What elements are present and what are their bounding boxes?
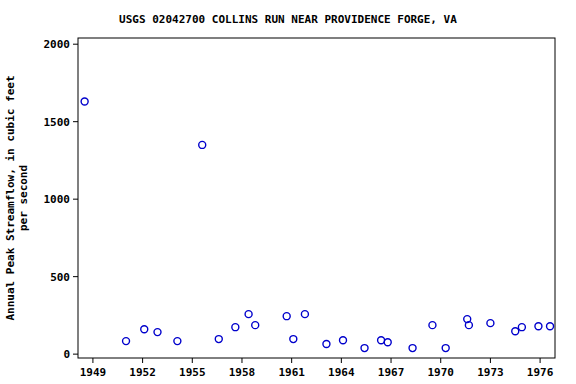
x-tick [391, 358, 392, 363]
x-tick-label: 1961 [278, 366, 305, 379]
x-tick [241, 358, 242, 363]
data-point [199, 141, 206, 148]
y-label: Annual Peak Streamflow, in cubic feetper… [4, 75, 30, 320]
x-tick-label: 1967 [378, 366, 405, 379]
data-point [361, 345, 368, 352]
data-point [429, 322, 436, 329]
data-point [283, 313, 290, 320]
points [81, 98, 553, 352]
plot-frame [78, 38, 555, 358]
data-point [81, 98, 88, 105]
data-point [465, 322, 472, 329]
data-point [535, 323, 542, 330]
data-point [174, 338, 181, 345]
x-tick [490, 358, 491, 363]
data-point [301, 311, 308, 318]
data-point [384, 339, 391, 346]
x-tick-label: 1952 [129, 366, 156, 379]
y-tick-label: 2000 [44, 38, 71, 51]
data-point [547, 323, 554, 330]
data-point [154, 329, 161, 336]
x-tick-label: 1949 [80, 366, 107, 379]
y-tick-label: 500 [50, 271, 70, 284]
y-tick [73, 276, 78, 277]
x-tick-label: 1973 [477, 366, 504, 379]
data-point [141, 326, 148, 333]
data-point [290, 336, 297, 343]
x-tick [92, 358, 93, 363]
x-tick [142, 358, 143, 363]
data-point [512, 328, 519, 335]
data-point [409, 345, 416, 352]
x-tick-label: 1976 [527, 366, 554, 379]
x-tick [540, 358, 541, 363]
y-tick-label: 1500 [44, 116, 71, 129]
data-point [518, 324, 525, 331]
x-tick-label: 1970 [427, 366, 454, 379]
x-tick-label: 1964 [328, 366, 355, 379]
y-tick [73, 199, 78, 200]
data-point [252, 322, 259, 329]
data-point [323, 341, 330, 348]
data-point [487, 320, 494, 327]
data-point [245, 311, 252, 318]
title: USGS 02042700 COLLINS RUN NEAR PROVIDENC… [119, 13, 457, 26]
x-tick [440, 358, 441, 363]
data-point [232, 324, 239, 331]
data-point [442, 345, 449, 352]
y-tick-label: 1000 [44, 193, 71, 206]
x-tick [341, 358, 342, 363]
data-point [215, 336, 222, 343]
x-tick [291, 358, 292, 363]
y-tick [73, 354, 78, 355]
y-tick [73, 121, 78, 122]
data-point [123, 338, 130, 345]
y-label-line: per second [17, 165, 30, 231]
x-tick-label: 1958 [229, 366, 256, 379]
x-tick [192, 358, 193, 363]
y-tick-label: 0 [63, 348, 70, 361]
data-point [340, 337, 347, 344]
y-tick [73, 44, 78, 45]
x-tick-label: 1955 [179, 366, 206, 379]
y-label-line: Annual Peak Streamflow, in cubic feet [4, 75, 17, 320]
